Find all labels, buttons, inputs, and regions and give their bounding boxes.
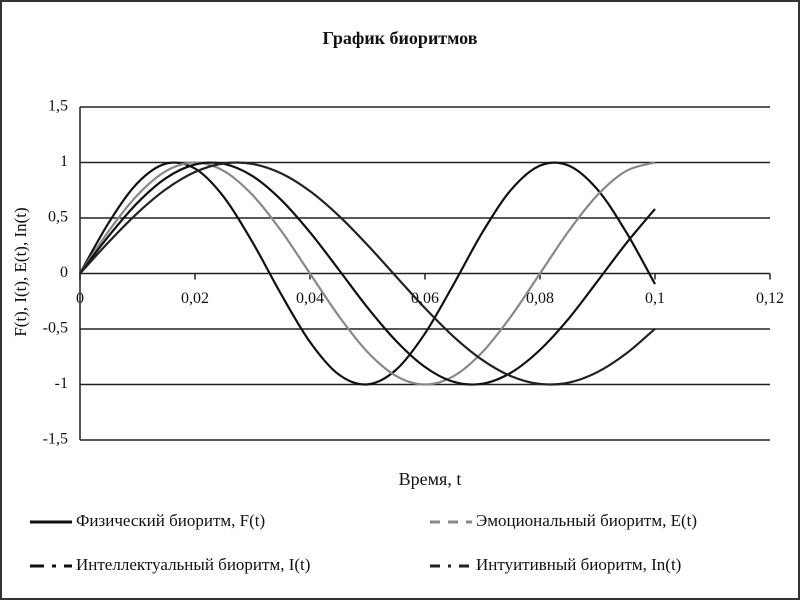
y-tick-label: -1	[55, 375, 68, 392]
legend-label: Физический биоритм, F(t)	[76, 511, 265, 530]
x-tick-label: 0,08	[526, 290, 554, 307]
x-tick-label: 0,1	[645, 290, 665, 307]
y-tick-label: 0,5	[48, 209, 68, 226]
series-line	[79, 161, 656, 386]
x-tick-label: 0,04	[296, 290, 324, 307]
series-line	[79, 161, 656, 386]
series-line	[79, 161, 656, 386]
legend-label: Интеллектуальный биоритм, I(t)	[76, 555, 310, 574]
y-tick-label: 1,5	[48, 98, 68, 115]
y-tick-label: 1	[60, 153, 68, 170]
y-tick-label: -0,5	[43, 320, 68, 337]
x-tick-label: 0,02	[181, 290, 209, 307]
y-axis-label: F(t), I(t), E(t), In(t)	[11, 207, 30, 336]
y-tick-label: 0	[60, 264, 68, 281]
x-axis-label: Время, t	[399, 469, 462, 489]
legend-label: Эмоциональный биоритм, E(t)	[476, 511, 697, 530]
y-tick-label: -1,5	[43, 431, 68, 448]
chart-title: График биоритмов	[323, 28, 478, 48]
x-tick-label: 0,06	[411, 290, 439, 307]
series-line	[79, 161, 656, 386]
legend-label: Интуитивный биоритм, In(t)	[476, 555, 681, 574]
x-tick-label: 0,12	[756, 290, 784, 307]
x-tick-label: 0	[76, 290, 84, 307]
